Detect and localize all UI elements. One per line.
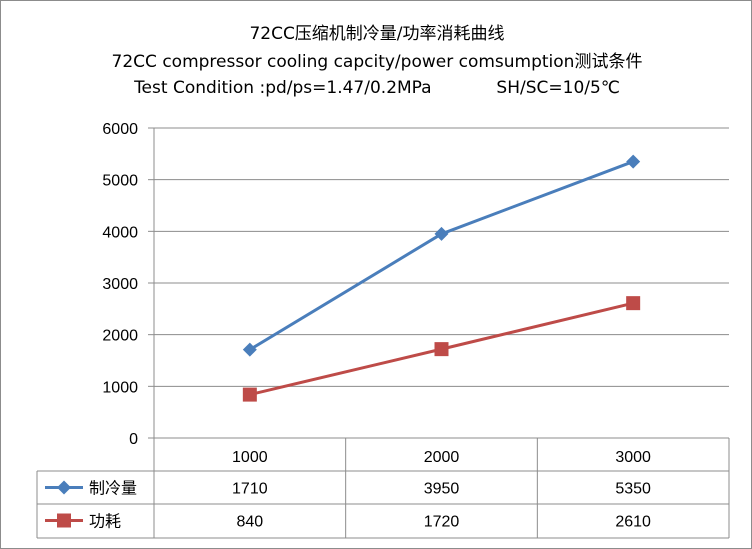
x-tick-label: 1000: [232, 449, 268, 466]
y-tick-label: 1000: [102, 379, 138, 396]
y-tick-label: 4000: [102, 224, 138, 241]
legend-label: 制冷量: [89, 480, 137, 498]
data-point: [242, 342, 257, 357]
chart-subtitle: 72CC compressor cooling capcity/power co…: [111, 52, 643, 72]
y-tick-label: 6000: [102, 121, 138, 138]
data-point: [434, 226, 449, 241]
y-tick-label: 3000: [102, 276, 138, 293]
table-value: 3950: [424, 481, 460, 498]
data-point: [626, 154, 641, 169]
data-point: [242, 387, 257, 402]
y-tick-label: 2000: [102, 328, 138, 345]
table-value: 1720: [424, 514, 460, 531]
table-value: 5350: [615, 481, 651, 498]
y-tick-label: 0: [129, 431, 138, 448]
data-point: [434, 342, 449, 357]
table-value: 1710: [232, 481, 268, 498]
x-tick-label: 3000: [615, 449, 651, 466]
legend-label: 功耗: [89, 513, 121, 531]
legend-marker: [57, 480, 71, 495]
y-tick-label: 5000: [102, 173, 138, 190]
data-point: [626, 296, 641, 311]
legend-marker: [57, 513, 71, 528]
chart-title: 72CC压缩机制冷量/功率消耗曲线: [249, 24, 505, 44]
x-tick-label: 2000: [424, 449, 460, 466]
series-line: [249, 160, 634, 351]
table-value: 840: [236, 514, 263, 531]
test-condition: Test Condition :pd/ps=1.47/0.2MPa SH/SC=…: [134, 78, 620, 98]
table-value: 2610: [615, 514, 651, 531]
